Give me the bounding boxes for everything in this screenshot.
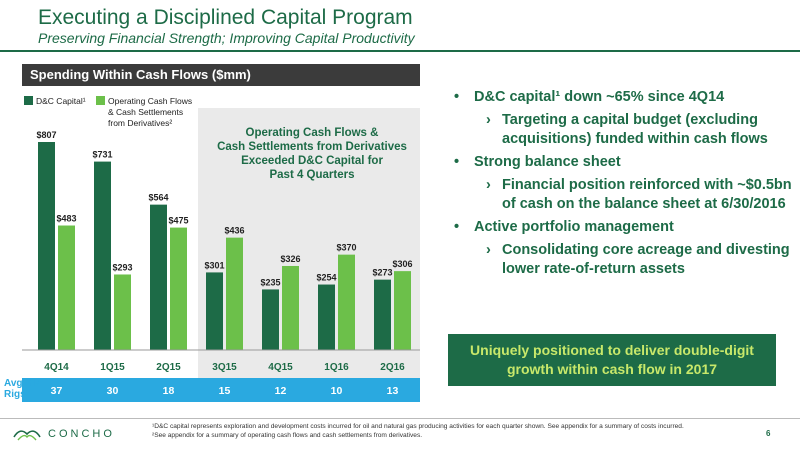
logo-text: CONCHO (48, 428, 115, 440)
legend-label-ocf-3: from Derivatives² (108, 118, 173, 128)
data-label-dc-1Q16: $254 (316, 273, 336, 283)
data-label-dc-4Q14: $807 (36, 130, 56, 140)
legend-label-dc: D&C Capital¹ (36, 96, 86, 106)
footnotes: ¹D&C capital represents exploration and … (152, 422, 684, 440)
annotation-line-2: Cash Settlements from Derivatives (217, 141, 407, 153)
data-label-dc-2Q16: $273 (372, 268, 392, 278)
page-title: Executing a Disciplined Capital Program (38, 6, 413, 29)
annotation-line-1: Operating Cash Flows & (246, 127, 379, 139)
bullet-list: D&C capital¹ down ~65% since 4Q14 Target… (452, 88, 792, 283)
bar-ocf-2Q15 (170, 227, 187, 350)
data-label-ocf-1Q16: $370 (336, 243, 356, 253)
data-label-ocf-2Q15: $475 (168, 216, 188, 226)
data-label-dc-3Q15: $301 (204, 260, 224, 270)
annotation-line-3: Exceeded D&C Capital for (241, 155, 383, 167)
footnote-1: ¹D&C capital represents exploration and … (152, 423, 684, 430)
rigs-label: Avg. HZ Rigs (4, 378, 42, 400)
data-label-dc-4Q15: $235 (260, 277, 280, 287)
bar-dc-4Q14 (38, 142, 55, 350)
x-tick-4Q15: 4Q15 (268, 362, 293, 373)
x-tick-3Q15: 3Q15 (212, 362, 237, 373)
annotation-line-4: Past 4 Quarters (269, 169, 354, 181)
bar-ocf-3Q15 (226, 237, 243, 350)
bar-ocf-4Q14 (58, 225, 75, 350)
bullet-balance-sheet: Strong balance sheet (452, 153, 792, 172)
legend-swatch-dc (24, 96, 33, 105)
sub-bullet-capital-budget: Targeting a capital budget (excluding ac… (452, 111, 792, 149)
bar-dc-2Q16 (374, 279, 391, 350)
page-subtitle: Preserving Financial Strength; Improving… (38, 30, 415, 46)
bar-ocf-1Q15 (114, 274, 131, 350)
bullet-dc-capital: D&C capital¹ down ~65% since 4Q14 (452, 88, 792, 107)
legend-label-ocf-2: & Cash Settlements (108, 107, 184, 117)
rigs-row (22, 378, 420, 402)
x-tick-1Q15: 1Q15 (100, 362, 125, 373)
legend-label-ocf-1: Operating Cash Flows (108, 96, 193, 106)
data-label-ocf-1Q15: $293 (112, 262, 132, 272)
x-tick-1Q16: 1Q16 (324, 362, 349, 373)
title-divider (0, 50, 800, 52)
x-tick-2Q16: 2Q16 (380, 362, 405, 373)
sub-bullet-cash-position: Financial position reinforced with ~$0.5… (452, 176, 792, 214)
bar-ocf-4Q15 (282, 265, 299, 350)
legend-dc-capital: D&C Capital¹ (24, 96, 86, 107)
legend-swatch-ocf (96, 96, 105, 105)
page-number: 6 (766, 429, 771, 438)
data-label-ocf-3Q15: $436 (224, 226, 244, 236)
data-label-dc-2Q15: $564 (148, 193, 168, 203)
data-label-ocf-4Q15: $326 (280, 254, 300, 264)
company-logo: CONCHO (12, 425, 115, 443)
chart-panel-title: Spending Within Cash Flows ($mm) (22, 64, 420, 86)
footnote-2: ²See appendix for a summary of operating… (152, 432, 423, 439)
data-label-dc-1Q15: $731 (92, 150, 112, 160)
bar-dc-2Q15 (150, 204, 167, 350)
x-tick-4Q14: 4Q14 (44, 362, 69, 373)
sub-bullet-acreage: Consolidating core acreage and divesting… (452, 241, 792, 279)
bar-dc-1Q15 (94, 161, 111, 350)
bar-dc-4Q15 (262, 289, 279, 350)
x-tick-2Q15: 2Q15 (156, 362, 181, 373)
bar-ocf-2Q16 (394, 271, 411, 350)
data-label-ocf-4Q14: $483 (56, 214, 76, 224)
bar-ocf-1Q16 (338, 254, 355, 350)
bar-dc-3Q15 (206, 272, 223, 350)
bullet-portfolio: Active portfolio management (452, 218, 792, 237)
footer-divider (0, 418, 800, 419)
legend-operating-cash: Operating Cash Flows & Cash Settlements … (96, 96, 192, 129)
logo-mark-icon (13, 430, 41, 441)
data-label-ocf-2Q16: $306 (392, 259, 412, 269)
bar-dc-1Q16 (318, 284, 335, 350)
callout-box: Uniquely positioned to deliver double-di… (448, 334, 776, 386)
